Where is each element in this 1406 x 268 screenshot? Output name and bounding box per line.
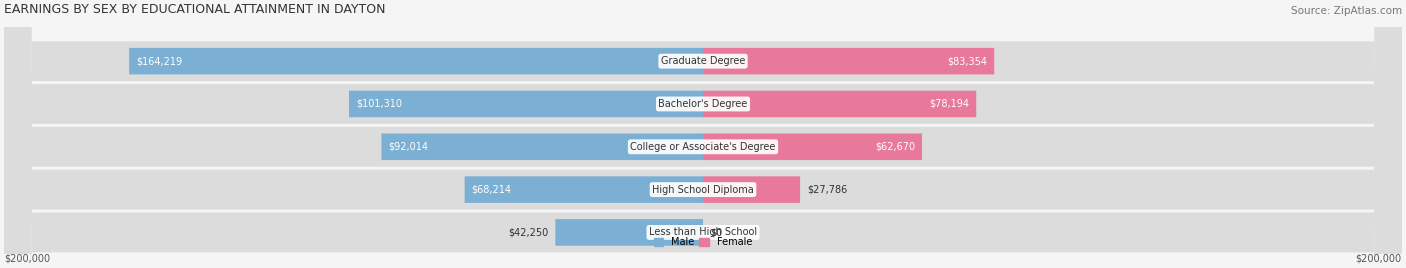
FancyBboxPatch shape <box>703 91 976 117</box>
Text: EARNINGS BY SEX BY EDUCATIONAL ATTAINMENT IN DAYTON: EARNINGS BY SEX BY EDUCATIONAL ATTAINMEN… <box>4 3 385 16</box>
FancyBboxPatch shape <box>129 48 703 75</box>
FancyBboxPatch shape <box>4 0 1402 268</box>
Text: $42,250: $42,250 <box>508 228 548 237</box>
Text: $200,000: $200,000 <box>4 254 51 264</box>
Legend: Male, Female: Male, Female <box>650 233 756 251</box>
Text: $27,786: $27,786 <box>807 185 848 195</box>
FancyBboxPatch shape <box>555 219 703 246</box>
FancyBboxPatch shape <box>4 0 1402 268</box>
Text: $164,219: $164,219 <box>136 56 183 66</box>
Text: Less than High School: Less than High School <box>650 228 756 237</box>
Text: $68,214: $68,214 <box>471 185 512 195</box>
FancyBboxPatch shape <box>4 0 1402 268</box>
FancyBboxPatch shape <box>4 0 1402 268</box>
Text: High School Diploma: High School Diploma <box>652 185 754 195</box>
Text: $200,000: $200,000 <box>1355 254 1402 264</box>
Text: $92,014: $92,014 <box>388 142 429 152</box>
FancyBboxPatch shape <box>464 176 703 203</box>
Text: Graduate Degree: Graduate Degree <box>661 56 745 66</box>
Text: $0: $0 <box>710 228 723 237</box>
Text: $101,310: $101,310 <box>356 99 402 109</box>
Text: Source: ZipAtlas.com: Source: ZipAtlas.com <box>1291 6 1402 16</box>
FancyBboxPatch shape <box>703 176 800 203</box>
FancyBboxPatch shape <box>349 91 703 117</box>
FancyBboxPatch shape <box>703 48 994 75</box>
Text: $78,194: $78,194 <box>929 99 969 109</box>
FancyBboxPatch shape <box>381 133 703 160</box>
FancyBboxPatch shape <box>4 0 1402 268</box>
Text: $83,354: $83,354 <box>948 56 987 66</box>
Text: College or Associate's Degree: College or Associate's Degree <box>630 142 776 152</box>
FancyBboxPatch shape <box>703 133 922 160</box>
Text: $62,670: $62,670 <box>875 142 915 152</box>
Text: Bachelor's Degree: Bachelor's Degree <box>658 99 748 109</box>
